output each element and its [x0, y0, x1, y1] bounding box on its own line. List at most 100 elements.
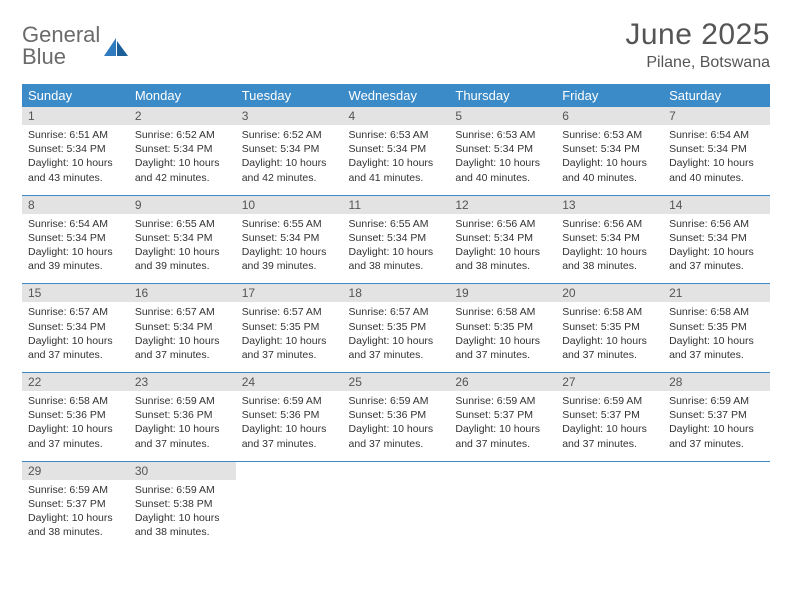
day-number-cell: 18	[343, 284, 450, 302]
sunrise-line: Sunrise: 6:59 AM	[242, 394, 337, 408]
sunrise-line: Sunrise: 6:56 AM	[562, 217, 657, 231]
day-info-cell: Sunrise: 6:59 AMSunset: 5:36 PMDaylight:…	[343, 391, 450, 461]
sunrise-line: Sunrise: 6:52 AM	[135, 128, 230, 142]
day-info-row: Sunrise: 6:57 AMSunset: 5:34 PMDaylight:…	[22, 302, 770, 372]
sunset-line: Sunset: 5:34 PM	[135, 142, 230, 156]
day-number-cell: 2	[129, 107, 236, 125]
sunset-line: Sunset: 5:34 PM	[669, 142, 764, 156]
day-info-cell: Sunrise: 6:56 AMSunset: 5:34 PMDaylight:…	[449, 214, 556, 284]
day-header: Saturday	[663, 84, 770, 107]
sunrise-line: Sunrise: 6:55 AM	[135, 217, 230, 231]
daylight-line: Daylight: 10 hours and 37 minutes.	[135, 334, 230, 362]
sunset-line: Sunset: 5:35 PM	[242, 320, 337, 334]
day-header: Sunday	[22, 84, 129, 107]
daylight-line: Daylight: 10 hours and 40 minutes.	[455, 156, 550, 184]
sunrise-line: Sunrise: 6:59 AM	[135, 483, 230, 497]
day-info-cell: Sunrise: 6:52 AMSunset: 5:34 PMDaylight:…	[129, 125, 236, 195]
sunrise-line: Sunrise: 6:55 AM	[242, 217, 337, 231]
sunset-line: Sunset: 5:37 PM	[455, 408, 550, 422]
daylight-line: Daylight: 10 hours and 38 minutes.	[135, 511, 230, 539]
day-info-cell: Sunrise: 6:55 AMSunset: 5:34 PMDaylight:…	[343, 214, 450, 284]
page-title: June 2025	[625, 18, 770, 52]
sunset-line: Sunset: 5:35 PM	[669, 320, 764, 334]
day-number-cell: 29	[22, 462, 129, 480]
day-header: Thursday	[449, 84, 556, 107]
sunset-line: Sunset: 5:34 PM	[562, 142, 657, 156]
daylight-line: Daylight: 10 hours and 38 minutes.	[455, 245, 550, 273]
day-number-cell: 17	[236, 284, 343, 302]
day-number-row: 891011121314	[22, 196, 770, 214]
sunrise-line: Sunrise: 6:59 AM	[28, 483, 123, 497]
daylight-line: Daylight: 10 hours and 39 minutes.	[242, 245, 337, 273]
day-info-cell: Sunrise: 6:59 AMSunset: 5:36 PMDaylight:…	[236, 391, 343, 461]
sunset-line: Sunset: 5:37 PM	[562, 408, 657, 422]
daylight-line: Daylight: 10 hours and 40 minutes.	[669, 156, 764, 184]
day-number-cell: 5	[449, 107, 556, 125]
sunrise-line: Sunrise: 6:58 AM	[562, 305, 657, 319]
sunrise-line: Sunrise: 6:59 AM	[455, 394, 550, 408]
daylight-line: Daylight: 10 hours and 37 minutes.	[669, 334, 764, 362]
sunset-line: Sunset: 5:34 PM	[669, 231, 764, 245]
daylight-line: Daylight: 10 hours and 37 minutes.	[28, 334, 123, 362]
day-number-cell	[556, 462, 663, 480]
day-number-cell: 7	[663, 107, 770, 125]
day-number-row: 15161718192021	[22, 284, 770, 302]
day-info-cell: Sunrise: 6:57 AMSunset: 5:34 PMDaylight:…	[129, 302, 236, 372]
daylight-line: Daylight: 10 hours and 41 minutes.	[349, 156, 444, 184]
daylight-line: Daylight: 10 hours and 39 minutes.	[28, 245, 123, 273]
sunrise-line: Sunrise: 6:59 AM	[135, 394, 230, 408]
sunrise-line: Sunrise: 6:53 AM	[349, 128, 444, 142]
sunrise-line: Sunrise: 6:56 AM	[455, 217, 550, 231]
day-number-row: 2930	[22, 462, 770, 480]
day-info-cell: Sunrise: 6:55 AMSunset: 5:34 PMDaylight:…	[236, 214, 343, 284]
day-info-cell	[343, 480, 450, 550]
day-header-row: Sunday Monday Tuesday Wednesday Thursday…	[22, 84, 770, 107]
day-info-cell: Sunrise: 6:58 AMSunset: 5:35 PMDaylight:…	[449, 302, 556, 372]
day-number-cell: 4	[343, 107, 450, 125]
daylight-line: Daylight: 10 hours and 37 minutes.	[562, 422, 657, 450]
sunrise-line: Sunrise: 6:53 AM	[562, 128, 657, 142]
day-number-cell: 11	[343, 196, 450, 214]
sunset-line: Sunset: 5:35 PM	[455, 320, 550, 334]
day-number-cell: 8	[22, 196, 129, 214]
day-info-cell	[556, 480, 663, 550]
daylight-line: Daylight: 10 hours and 42 minutes.	[242, 156, 337, 184]
daylight-line: Daylight: 10 hours and 37 minutes.	[349, 334, 444, 362]
sunset-line: Sunset: 5:34 PM	[349, 142, 444, 156]
daylight-line: Daylight: 10 hours and 37 minutes.	[242, 334, 337, 362]
day-info-cell: Sunrise: 6:56 AMSunset: 5:34 PMDaylight:…	[556, 214, 663, 284]
day-number-cell: 16	[129, 284, 236, 302]
daylight-line: Daylight: 10 hours and 39 minutes.	[135, 245, 230, 273]
daylight-line: Daylight: 10 hours and 42 minutes.	[135, 156, 230, 184]
day-number-cell: 3	[236, 107, 343, 125]
day-info-cell: Sunrise: 6:57 AMSunset: 5:35 PMDaylight:…	[343, 302, 450, 372]
day-number-cell: 9	[129, 196, 236, 214]
sunrise-line: Sunrise: 6:54 AM	[669, 128, 764, 142]
day-number-cell	[663, 462, 770, 480]
day-number-cell: 13	[556, 196, 663, 214]
day-info-row: Sunrise: 6:51 AMSunset: 5:34 PMDaylight:…	[22, 125, 770, 195]
sunset-line: Sunset: 5:34 PM	[242, 231, 337, 245]
sunset-line: Sunset: 5:34 PM	[135, 231, 230, 245]
day-number-cell: 26	[449, 373, 556, 391]
day-info-row: Sunrise: 6:59 AMSunset: 5:37 PMDaylight:…	[22, 480, 770, 550]
day-info-row: Sunrise: 6:54 AMSunset: 5:34 PMDaylight:…	[22, 214, 770, 284]
sunset-line: Sunset: 5:37 PM	[669, 408, 764, 422]
day-info-cell: Sunrise: 6:54 AMSunset: 5:34 PMDaylight:…	[663, 125, 770, 195]
day-info-cell: Sunrise: 6:53 AMSunset: 5:34 PMDaylight:…	[556, 125, 663, 195]
sunset-line: Sunset: 5:34 PM	[455, 142, 550, 156]
day-info-cell: Sunrise: 6:58 AMSunset: 5:36 PMDaylight:…	[22, 391, 129, 461]
day-info-row: Sunrise: 6:58 AMSunset: 5:36 PMDaylight:…	[22, 391, 770, 461]
sunset-line: Sunset: 5:38 PM	[135, 497, 230, 511]
sunset-line: Sunset: 5:34 PM	[28, 320, 123, 334]
sunset-line: Sunset: 5:35 PM	[562, 320, 657, 334]
daylight-line: Daylight: 10 hours and 37 minutes.	[349, 422, 444, 450]
header: General Blue June 2025 Pilane, Botswana	[22, 18, 770, 72]
day-info-cell	[663, 480, 770, 550]
day-number-row: 22232425262728	[22, 373, 770, 391]
day-number-cell: 15	[22, 284, 129, 302]
day-header: Wednesday	[343, 84, 450, 107]
sunrise-line: Sunrise: 6:59 AM	[349, 394, 444, 408]
daylight-line: Daylight: 10 hours and 37 minutes.	[28, 422, 123, 450]
sunrise-line: Sunrise: 6:57 AM	[28, 305, 123, 319]
